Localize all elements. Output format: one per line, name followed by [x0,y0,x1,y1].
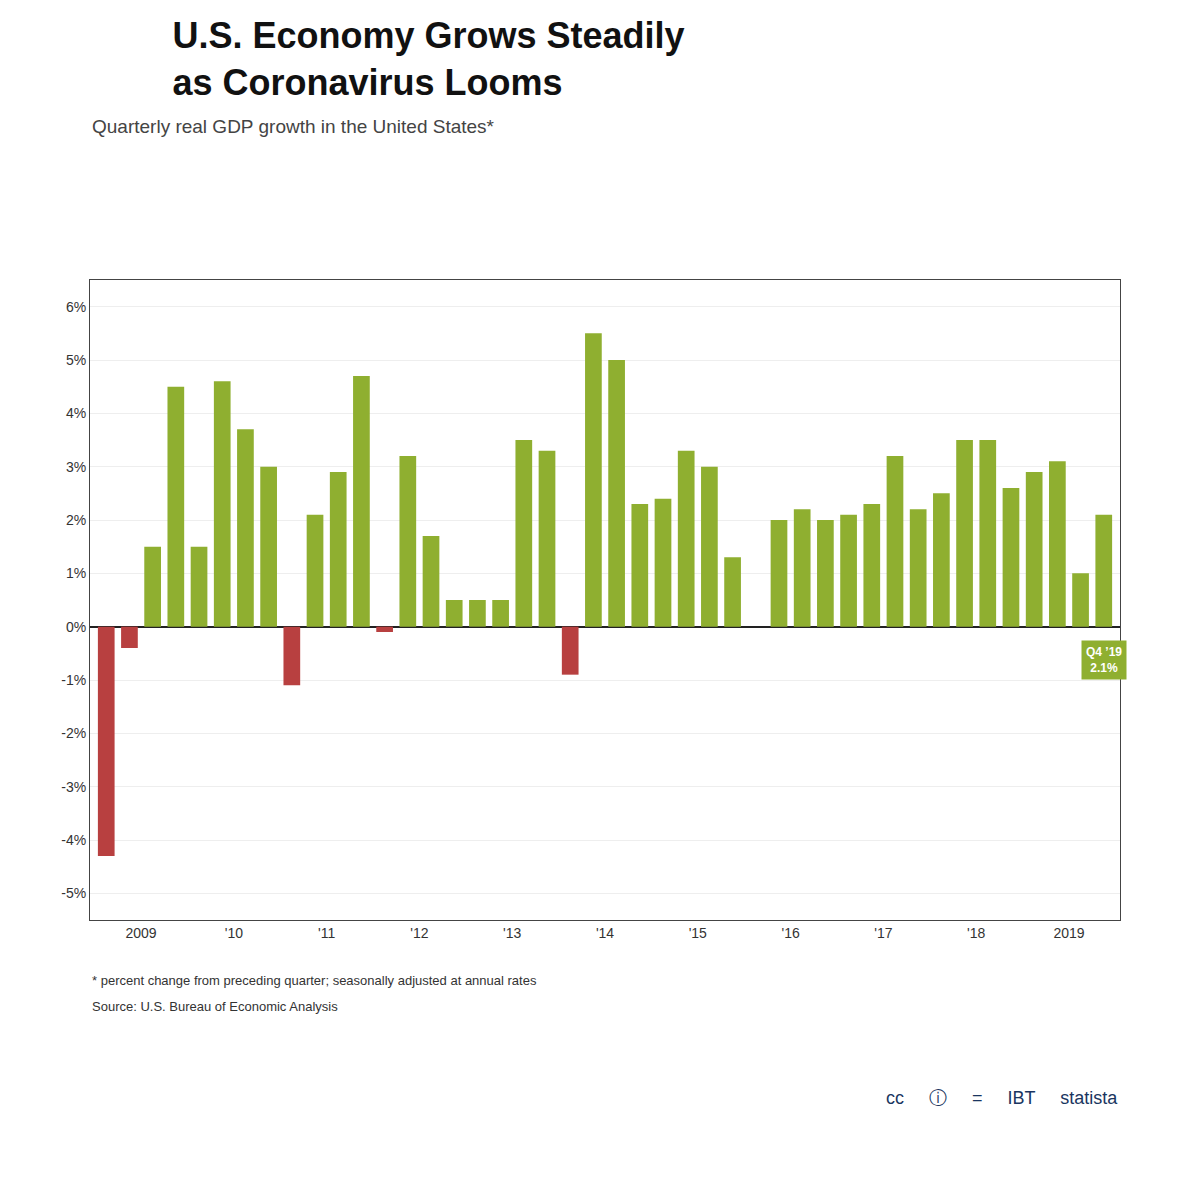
svg-text:'11: '11 [318,925,335,941]
svg-text:5%: 5% [66,352,86,368]
svg-text:'16: '16 [781,925,799,941]
svg-text:'12: '12 [410,925,428,941]
svg-text:'14: '14 [596,925,614,941]
svg-text:-5%: -5% [61,885,86,901]
svg-text:'17: '17 [874,925,892,941]
svg-text:-3%: -3% [61,779,86,795]
svg-text:4%: 4% [66,405,86,421]
svg-text:1%: 1% [66,565,86,581]
svg-text:6%: 6% [66,299,86,315]
svg-text:'15: '15 [689,925,707,941]
svg-text:Q4 ’192.1%: Q4 ’192.1% [1086,645,1122,675]
svg-text:3%: 3% [66,459,86,475]
svg-text:-2%: -2% [61,725,86,741]
svg-text:Source: U.S. Bureau of Economi: Source: U.S. Bureau of Economic Analysis [92,999,338,1014]
svg-text:'18: '18 [967,925,985,941]
svg-text:* percent change from precedin: * percent change from preceding quarter;… [92,973,537,988]
svg-text:U.S. Economy Grows Steadilyas: U.S. Economy Grows Steadilyas Coronaviru… [172,15,684,103]
svg-text:2%: 2% [66,512,86,528]
svg-text:'13: '13 [503,925,521,941]
svg-text:2009: 2009 [125,925,156,941]
svg-text:'10: '10 [225,925,243,941]
svg-text:2019: 2019 [1053,925,1084,941]
svg-text:-1%: -1% [61,672,86,688]
svg-text:Quarterly real GDP growth in t: Quarterly real GDP growth in the United … [92,116,495,137]
svg-text:-4%: -4% [61,832,86,848]
svg-text:cc ⓘ = IBT sta: cc ⓘ = IBT statista [886,1088,1118,1108]
svg-text:0%: 0% [66,619,86,635]
